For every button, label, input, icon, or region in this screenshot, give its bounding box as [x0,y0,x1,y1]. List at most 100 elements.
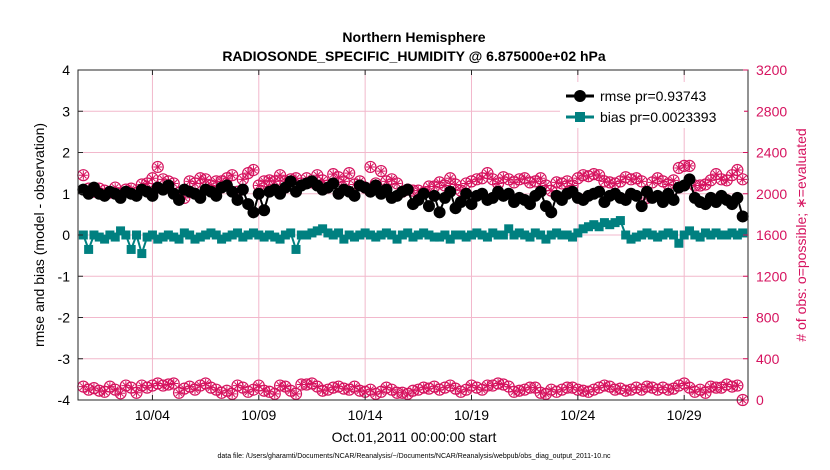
bias-point [695,232,705,242]
obs-evaluated-point [472,174,482,184]
obs-evaluated-point [498,172,508,182]
bias-point [732,230,742,240]
obs-evaluated-point [222,173,232,183]
bias-point [716,230,726,240]
bias-point [121,230,131,240]
obs-evaluated-point [557,385,567,395]
bias-point [190,234,200,244]
obs-evaluated-point [493,379,503,388]
bias-point [296,230,306,240]
rmse-point [667,193,680,206]
bias-point [291,244,301,254]
obs-evaluated-point [477,385,487,395]
bias-point [78,230,88,240]
obs-evaluated-point [153,379,163,388]
obs-evaluated-point [642,382,652,392]
bias-point [89,230,99,240]
obs-evaluated-point [147,381,157,391]
bias-point [605,220,615,230]
obs-evaluated-point [685,383,695,393]
obs-evaluated-point [116,388,126,398]
obs-evaluated-point [573,173,583,183]
obs-evaluated-point [461,385,471,395]
obs-evaluated-point [477,173,487,183]
obs-evaluated-point [525,177,535,187]
bias-point [466,230,476,240]
obs-evaluated-point [509,387,519,397]
obs-evaluated-point [732,165,742,175]
obs-evaluated-point [552,177,562,187]
bias-point [711,228,721,238]
x-tick-label: 10/19 [454,407,489,423]
obs-evaluated-point [280,382,290,392]
obs-evaluated-point [339,176,349,186]
bias-point [653,232,663,242]
obs-evaluated-point [227,170,237,180]
rmse-point [247,206,260,219]
obs-evaluated-point [323,385,333,395]
y-tick-left-label: -1 [58,268,71,284]
obs-evaluated-point [530,176,540,186]
rmse-point [444,185,457,198]
bias-point [270,232,280,242]
obs-evaluated-point [562,176,572,186]
x-axis-label: Oct.01,2011 00:00:00 start [332,429,497,445]
obs-evaluated-point [387,385,397,395]
obs-evaluated-point [530,383,540,393]
obs-evaluated-point [296,380,306,390]
obs-evaluated-point [626,385,636,395]
bias-point [259,232,269,242]
bias-point [163,230,173,240]
obs-evaluated-point [738,174,748,184]
bias-point [84,244,94,254]
obs-evaluated-point [509,177,519,187]
obs-evaluated-point [451,179,461,189]
obs-evaluated-point [259,386,269,396]
obs-evaluated-point [583,171,593,181]
y-tick-right-label: 2400 [756,145,787,161]
bias-point [179,228,189,238]
obs-evaluated-point [312,382,322,392]
obs-evaluated-point [254,381,264,391]
obs-evaluated-point [520,385,530,395]
chart-title-line2: RADIOSONDE_SPECIFIC_HUMIDITY @ 6.875000e… [222,48,606,64]
obs-evaluated-point [658,383,668,393]
obs-evaluated-point [397,388,407,398]
obs-evaluated-point [594,170,604,180]
obs-evaluated-point [84,385,94,395]
obs-evaluated-point [695,385,705,395]
bias-point [94,232,104,242]
obs-evaluated-point [599,381,609,391]
obs-evaluated-point [110,183,120,193]
bias-point [100,234,110,244]
obs-evaluated-point [536,173,546,183]
obs-evaluated-point [663,179,673,189]
bias-point [110,232,120,242]
obs-evaluated-point [344,385,354,395]
bias-point [626,234,636,244]
y-tick-left-label: 0 [62,227,70,243]
obs-evaluated-point [121,381,131,391]
obs-evaluated-point [568,181,578,190]
obs-evaluated-point [429,182,439,192]
obs-evaluated-point [482,381,492,391]
rmse-point [433,206,446,219]
obs-evaluated-point [233,381,243,391]
obs-evaluated-point [381,176,391,186]
y-axis-left-label: rmse and bias (model - observation) [31,123,47,347]
obs-evaluated-point [445,173,455,183]
bias-point [615,216,625,226]
obs-evaluated-point [185,382,195,392]
obs-evaluated-point [732,381,742,391]
obs-evaluated-point [78,382,88,392]
obs-evaluated-point [201,379,211,388]
bias-point [126,244,136,254]
bias-point [105,230,115,240]
obs-evaluated-point [679,379,689,388]
obs-possible-point [364,160,377,174]
obs-evaluated-point [264,387,274,397]
obs-evaluated-point [110,385,120,395]
y-axis-left: -4 -3 -2 -1 0 1 2 3 4 [58,62,83,408]
bias-point [222,232,232,242]
bias-point [573,228,583,238]
